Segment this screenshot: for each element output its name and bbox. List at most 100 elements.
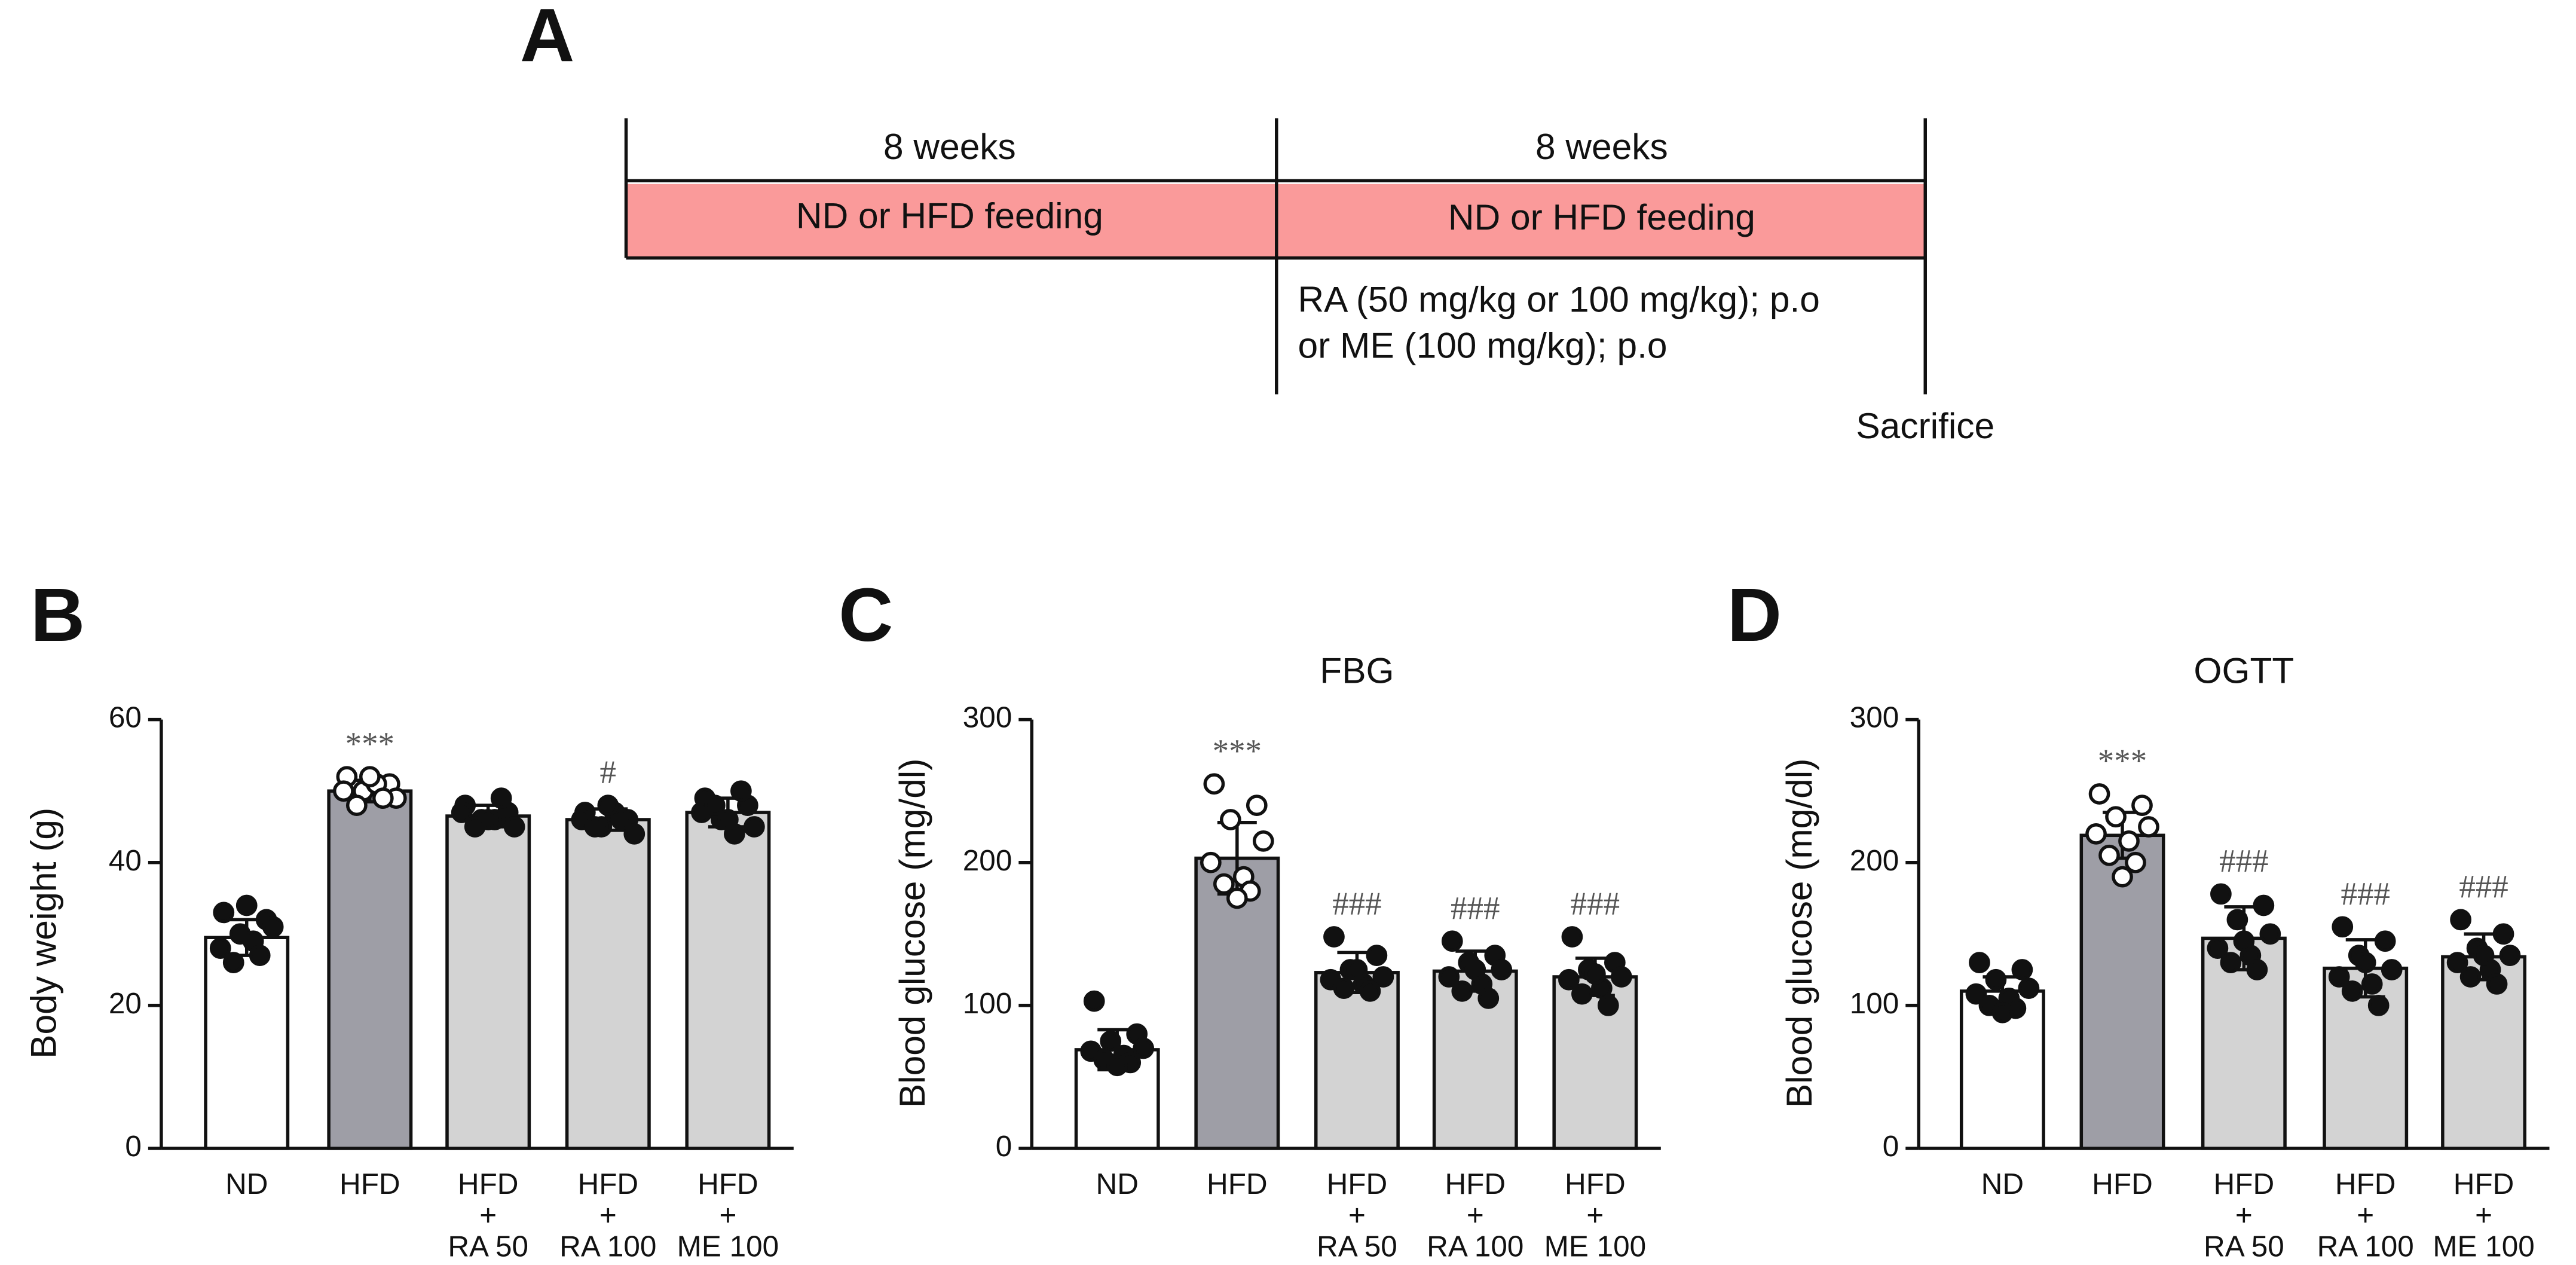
data-point xyxy=(623,823,645,845)
data-point xyxy=(2450,909,2471,931)
x-tick-label: ND xyxy=(1981,1168,2024,1200)
data-point xyxy=(2112,866,2133,888)
significance: ### xyxy=(1332,885,1381,922)
data-point xyxy=(262,916,284,938)
x-tick-label: + xyxy=(719,1199,736,1232)
data-point xyxy=(1226,887,1248,909)
data-point xyxy=(2011,959,2033,980)
significance: ### xyxy=(1571,885,1620,922)
panel-label: C xyxy=(839,573,893,657)
y-tick-label: 0 xyxy=(996,1130,1012,1163)
data-point xyxy=(2125,851,2146,873)
data-point xyxy=(372,787,394,809)
significance: # xyxy=(600,754,616,790)
data-point xyxy=(730,780,752,802)
data-point xyxy=(2210,883,2232,905)
x-tick-label: RA 50 xyxy=(1317,1230,1397,1263)
data-point xyxy=(2492,923,2514,945)
data-point xyxy=(1346,959,1368,980)
data-point xyxy=(2499,945,2521,966)
data-point xyxy=(2381,959,2403,980)
significance: ### xyxy=(2341,875,2390,912)
data-point xyxy=(2253,894,2275,916)
data-point xyxy=(1219,809,1241,830)
x-tick-label: HFD xyxy=(2092,1168,2153,1200)
duration: 8 weeks xyxy=(883,126,1016,167)
data-point xyxy=(1323,926,1345,948)
data-point xyxy=(744,816,765,838)
data-point xyxy=(2088,783,2110,805)
data-point xyxy=(704,795,726,816)
x-tick-label: + xyxy=(2357,1199,2374,1232)
bar xyxy=(2441,955,2527,1150)
data-point xyxy=(2361,973,2383,995)
bar xyxy=(327,789,413,1150)
data-point xyxy=(490,787,512,809)
data-point xyxy=(1598,994,1619,1016)
data-point xyxy=(477,809,499,830)
y-axis-label: Blood glucose (mg/dl) xyxy=(892,759,932,1108)
data-point xyxy=(1584,963,1606,985)
y-axis-label: Body weight (g) xyxy=(23,808,63,1059)
bar xyxy=(1432,969,1518,1150)
data-point xyxy=(1246,795,1268,816)
data-point xyxy=(2207,937,2229,960)
x-tick-label: RA 100 xyxy=(2317,1230,2414,1263)
data-point xyxy=(717,809,739,830)
data-point xyxy=(1571,983,1593,1005)
x-tick-label: RA 50 xyxy=(2204,1230,2284,1263)
treatment: or ME (100 mg/kg); p.o xyxy=(1298,325,1667,366)
y-tick-label: 200 xyxy=(1850,844,1899,877)
significance: ### xyxy=(2219,842,2268,879)
data-point xyxy=(2446,952,2468,973)
data-point xyxy=(2374,930,2396,952)
data-point xyxy=(503,816,525,838)
data-point xyxy=(1464,959,1486,980)
endpoint: Sacrifice xyxy=(1856,405,1994,446)
x-tick-label: HFD xyxy=(2453,1168,2514,1200)
bar xyxy=(445,814,531,1150)
panel-label: B xyxy=(30,573,85,657)
data-point xyxy=(2226,909,2248,931)
x-tick-label: HFD xyxy=(458,1168,519,1200)
data-point xyxy=(2459,966,2482,988)
data-point xyxy=(1561,926,1583,948)
x-tick-label: ND xyxy=(1096,1168,1138,1200)
chart-title: OGTT xyxy=(2193,650,2294,691)
data-point xyxy=(249,945,271,966)
bar xyxy=(1314,971,1400,1150)
bar xyxy=(1552,975,1638,1150)
bar xyxy=(204,936,290,1150)
y-tick-label: 60 xyxy=(109,701,142,734)
bar xyxy=(685,811,771,1150)
x-tick-label: ME 100 xyxy=(677,1230,779,1263)
data-point xyxy=(1252,830,1274,852)
x-tick-label: ME 100 xyxy=(2433,1230,2534,1263)
x-tick-label: HFD xyxy=(1445,1168,1506,1200)
y-tick-label: 300 xyxy=(1850,701,1899,734)
data-point xyxy=(1106,1055,1128,1077)
data-point xyxy=(1100,1030,1122,1052)
x-tick-label: + xyxy=(479,1199,497,1232)
data-point xyxy=(345,795,368,816)
x-tick-label: HFD xyxy=(577,1168,638,1200)
data-point xyxy=(1438,966,1460,988)
panel-label: A xyxy=(520,0,574,77)
data-point xyxy=(2105,806,2127,828)
data-point xyxy=(1985,968,2007,991)
data-point xyxy=(1133,1037,1155,1059)
data-point xyxy=(1203,773,1225,795)
data-point xyxy=(2332,916,2354,938)
x-tick-label: HFD xyxy=(1207,1168,1268,1200)
x-tick-label: HFD xyxy=(697,1168,758,1200)
data-point xyxy=(584,816,606,838)
x-tick-label: RA 50 xyxy=(448,1230,528,1263)
x-tick-label: RA 100 xyxy=(559,1230,656,1263)
data-point xyxy=(2246,959,2268,980)
x-tick-label: + xyxy=(2235,1199,2253,1232)
duration: 8 weeks xyxy=(1535,126,1668,167)
x-tick-label: HFD xyxy=(2214,1168,2275,1200)
data-point xyxy=(1491,959,1513,980)
treatment: RA (50 mg/kg or 100 mg/kg); p.o xyxy=(1298,279,1819,320)
